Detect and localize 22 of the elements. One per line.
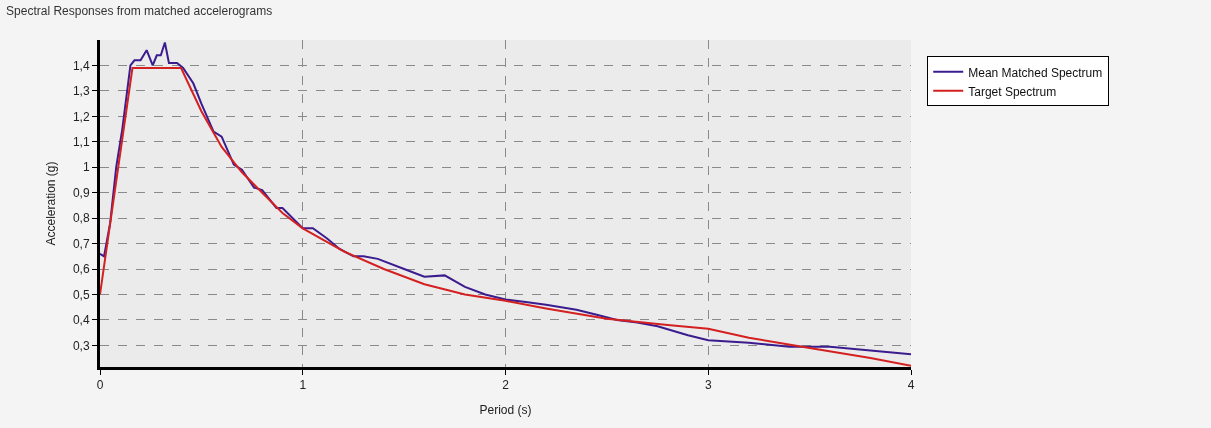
y-tick-label: 0,4 [72, 313, 90, 328]
y-tick-label: 0,8 [72, 211, 90, 226]
y-tick-label: 0,5 [72, 287, 90, 302]
x-axis-title: Period (s) [479, 403, 532, 418]
legend-label: Target Spectrum [968, 84, 1057, 99]
y-tick-label: 0,6 [72, 262, 90, 277]
x-tick-label: 4 [907, 378, 915, 393]
y-tick-label: 1 [82, 160, 90, 175]
legend-label: Mean Matched Spectrum [968, 65, 1103, 80]
y-tick-label: 1,1 [72, 134, 90, 149]
y-tick-label: 1,2 [72, 109, 90, 124]
chart-title: Spectral Responses from matched accelerograms [6, 3, 273, 18]
x-tick-label: 1 [299, 378, 307, 393]
y-tick-label: 0,9 [72, 185, 90, 200]
y-tick-label: 0,7 [72, 236, 90, 251]
y-tick-label: 1,4 [72, 58, 90, 73]
y-axis-title: Acceleration (g) [44, 161, 59, 246]
x-tick-label: 0 [96, 378, 104, 393]
x-tick-label: 3 [704, 378, 712, 393]
x-tick-label: 2 [502, 378, 510, 393]
y-tick-label: 1,3 [72, 84, 90, 99]
y-tick-label: 0,3 [72, 338, 90, 353]
